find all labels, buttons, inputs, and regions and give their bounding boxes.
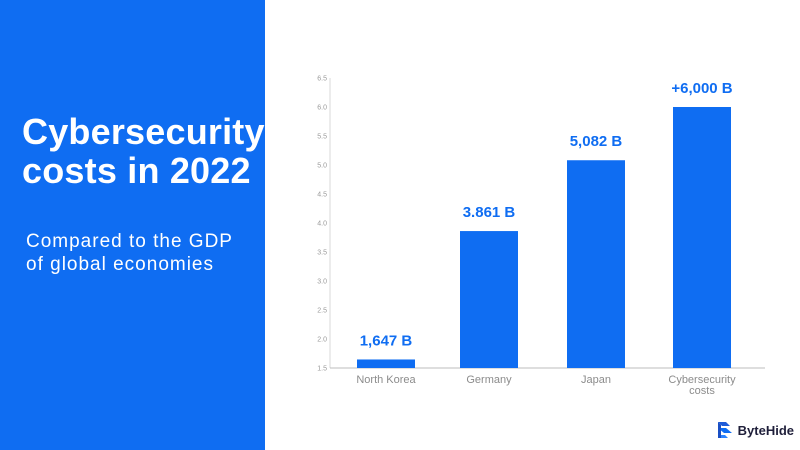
x-category-label-line: Germany — [466, 374, 512, 386]
bar-chart: 1.5 2.0 2.5 3.0 3.5 4.0 4.5 5.0 5.5 6.0 6.5 1,647 … — [317, 76, 765, 397]
y-tick-label: 5.0 — [317, 163, 327, 170]
y-tick-label: 1.5 — [317, 366, 327, 373]
y-tick-label: 2.5 — [317, 308, 327, 315]
page-title: Cybersecurity costs in 2022 — [22, 111, 265, 191]
title-panel: Cybersecurity costs in 2022 Compared to … — [0, 0, 265, 450]
page-subtitle: Compared to the GDP of global economies — [26, 230, 262, 276]
y-tick-label: 4.5 — [317, 192, 327, 199]
x-category-label-line: North Korea — [356, 374, 416, 386]
value-labels: 1,647 B 3.861 B 5,082 B +6,000 B — [360, 80, 733, 349]
page-subtitle-line-1: Compared to the GDP — [26, 231, 233, 252]
page-subtitle-line-2: of global economies — [26, 254, 214, 275]
y-tick-label: 2.0 — [317, 337, 327, 344]
bar — [460, 231, 518, 368]
page-title-line-2: costs in 2022 — [22, 150, 251, 191]
y-tick-label: 6.0 — [317, 105, 327, 112]
bytehide-logo: ByteHide — [716, 420, 794, 440]
bars — [357, 107, 731, 368]
bar — [673, 107, 731, 368]
y-axis-ticks: 1.5 2.0 2.5 3.0 3.5 4.0 4.5 5.0 5.5 6.0 6.5 — [317, 76, 327, 373]
x-category-label-line: Cybersecurity — [668, 374, 736, 386]
page-title-line-1: Cybersecurity — [22, 111, 265, 152]
bar — [357, 359, 415, 368]
x-category-label: North Korea — [356, 374, 416, 386]
bar-value-label: +6,000 B — [671, 80, 732, 97]
x-category-label: Cybersecurity costs — [668, 374, 736, 397]
bytehide-logo-text: ByteHide — [737, 422, 794, 438]
x-category-label-line: costs — [689, 385, 715, 397]
x-category-label-line: Japan — [581, 374, 611, 386]
bytehide-logo-icon — [717, 422, 732, 438]
y-tick-label: 4.0 — [317, 221, 327, 228]
y-tick-label: 3.5 — [317, 250, 327, 257]
y-tick-label: 3.0 — [317, 279, 327, 286]
x-category-label: Japan — [581, 374, 611, 386]
x-category-label: Germany — [466, 374, 512, 386]
bar-value-label: 5,082 B — [570, 133, 623, 150]
y-tick-label: 5.5 — [317, 134, 327, 141]
category-labels: North Korea Germany Japan Cybersecurity cost… — [356, 374, 736, 397]
bar-value-label: 1,647 B — [360, 332, 413, 349]
y-tick-label: 6.5 — [317, 76, 327, 83]
bar-value-label: 3.861 B — [463, 204, 516, 221]
bar — [567, 160, 625, 368]
